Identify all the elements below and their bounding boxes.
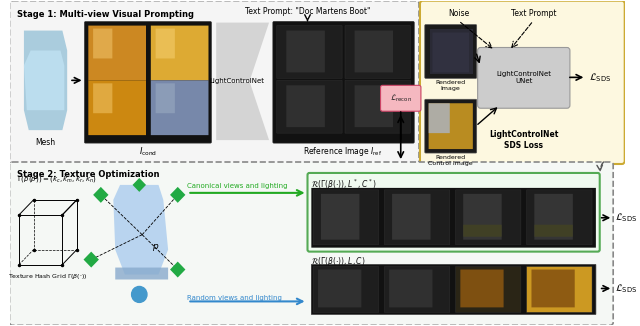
FancyBboxPatch shape — [429, 103, 473, 149]
Polygon shape — [113, 185, 168, 274]
FancyBboxPatch shape — [345, 25, 410, 78]
Text: Noise: Noise — [448, 9, 469, 18]
FancyBboxPatch shape — [273, 22, 414, 143]
Text: Rendered
Image: Rendered Image — [436, 80, 466, 91]
FancyBboxPatch shape — [355, 85, 393, 127]
FancyBboxPatch shape — [345, 80, 410, 133]
FancyBboxPatch shape — [115, 268, 168, 279]
Text: Reference Image $I_{\mathrm{ref}}$: Reference Image $I_{\mathrm{ref}}$ — [303, 145, 383, 158]
Polygon shape — [84, 252, 99, 268]
FancyBboxPatch shape — [425, 99, 477, 153]
Text: $\Gamma(\beta(p)) = (k_c, k_m, k_r, k_n)$: $\Gamma(\beta(p)) = (k_c, k_m, k_r, k_n)… — [17, 174, 97, 184]
FancyBboxPatch shape — [355, 31, 393, 72]
Text: Texture Hash Grid $\Gamma(\beta(\cdot))$: Texture Hash Grid $\Gamma(\beta(\cdot))$ — [8, 272, 88, 281]
FancyBboxPatch shape — [276, 25, 342, 78]
FancyBboxPatch shape — [456, 190, 521, 244]
Text: Stage 1: Multi-view Visual Prompting: Stage 1: Multi-view Visual Prompting — [17, 10, 194, 19]
Polygon shape — [170, 187, 186, 203]
FancyBboxPatch shape — [433, 33, 469, 72]
Text: Text Prompt: Text Prompt — [511, 9, 556, 18]
FancyBboxPatch shape — [156, 29, 175, 58]
FancyBboxPatch shape — [463, 194, 502, 240]
FancyBboxPatch shape — [276, 80, 342, 133]
Text: $\mathcal{L}_{\mathrm{recon}}$: $\mathcal{L}_{\mathrm{recon}}$ — [390, 93, 412, 104]
Text: Stage 2: Texture Optimization: Stage 2: Texture Optimization — [17, 170, 160, 179]
Text: LightControlNet
SDS Loss: LightControlNet SDS Loss — [489, 130, 559, 150]
FancyBboxPatch shape — [477, 48, 570, 108]
FancyBboxPatch shape — [463, 225, 502, 237]
Text: Text Prompt: "Doc Martens Boot": Text Prompt: "Doc Martens Boot" — [244, 7, 371, 16]
Text: LightControlNet: LightControlNet — [210, 78, 265, 84]
FancyBboxPatch shape — [10, 162, 613, 325]
FancyBboxPatch shape — [10, 1, 419, 164]
FancyBboxPatch shape — [151, 25, 209, 80]
FancyBboxPatch shape — [527, 190, 592, 244]
FancyBboxPatch shape — [420, 1, 625, 164]
Text: $p$: $p$ — [152, 242, 159, 253]
Polygon shape — [429, 29, 473, 74]
Polygon shape — [132, 178, 146, 192]
Text: Random views and lighting: Random views and lighting — [188, 295, 282, 302]
Text: LightControlNet
UNet: LightControlNet UNet — [496, 71, 551, 84]
Circle shape — [132, 287, 147, 303]
Text: $I_{\mathrm{cond}}$: $I_{\mathrm{cond}}$ — [139, 145, 157, 157]
FancyBboxPatch shape — [321, 194, 360, 240]
FancyBboxPatch shape — [318, 270, 362, 307]
Text: $\mathcal{L}_{\mathrm{SDS}}$: $\mathcal{L}_{\mathrm{SDS}}$ — [615, 211, 637, 224]
Text: $\mathcal{R}(\Gamma(\beta(\cdot)), L^*, C^*)$: $\mathcal{R}(\Gamma(\beta(\cdot)), L^*, … — [311, 178, 378, 192]
FancyBboxPatch shape — [93, 29, 113, 58]
FancyBboxPatch shape — [381, 85, 421, 111]
FancyBboxPatch shape — [531, 270, 575, 307]
FancyBboxPatch shape — [93, 83, 113, 113]
FancyBboxPatch shape — [311, 188, 596, 248]
Polygon shape — [93, 187, 109, 203]
Text: Mesh: Mesh — [35, 138, 55, 147]
FancyBboxPatch shape — [534, 225, 573, 237]
FancyBboxPatch shape — [534, 194, 573, 240]
FancyBboxPatch shape — [425, 24, 477, 78]
FancyBboxPatch shape — [313, 190, 379, 244]
Polygon shape — [170, 261, 186, 277]
FancyBboxPatch shape — [429, 103, 450, 133]
FancyBboxPatch shape — [385, 190, 450, 244]
Text: $\mathcal{R}(\Gamma(\beta(\cdot)), L, C)$: $\mathcal{R}(\Gamma(\beta(\cdot)), L, C)… — [311, 255, 366, 268]
Polygon shape — [24, 51, 64, 110]
FancyBboxPatch shape — [460, 270, 504, 307]
FancyBboxPatch shape — [385, 267, 450, 312]
Text: Canonical views and lighting: Canonical views and lighting — [188, 183, 288, 189]
FancyBboxPatch shape — [84, 22, 211, 143]
FancyBboxPatch shape — [88, 25, 146, 80]
Polygon shape — [24, 31, 67, 130]
Polygon shape — [216, 22, 269, 80]
FancyBboxPatch shape — [313, 267, 379, 312]
FancyBboxPatch shape — [286, 31, 325, 72]
FancyBboxPatch shape — [527, 267, 592, 312]
Text: $\mathcal{L}_{\mathrm{SDS}}$: $\mathcal{L}_{\mathrm{SDS}}$ — [589, 71, 611, 84]
FancyBboxPatch shape — [311, 265, 596, 314]
Polygon shape — [216, 82, 269, 140]
FancyBboxPatch shape — [151, 80, 209, 135]
Text: $\mathcal{L}_{\mathrm{SDS}}$: $\mathcal{L}_{\mathrm{SDS}}$ — [615, 282, 637, 295]
FancyBboxPatch shape — [456, 267, 521, 312]
Text: Rendered
Control Image: Rendered Control Image — [428, 155, 473, 166]
FancyBboxPatch shape — [392, 194, 431, 240]
FancyBboxPatch shape — [156, 83, 175, 113]
FancyBboxPatch shape — [389, 270, 433, 307]
FancyBboxPatch shape — [286, 85, 325, 127]
FancyBboxPatch shape — [307, 173, 600, 252]
FancyBboxPatch shape — [88, 80, 146, 135]
